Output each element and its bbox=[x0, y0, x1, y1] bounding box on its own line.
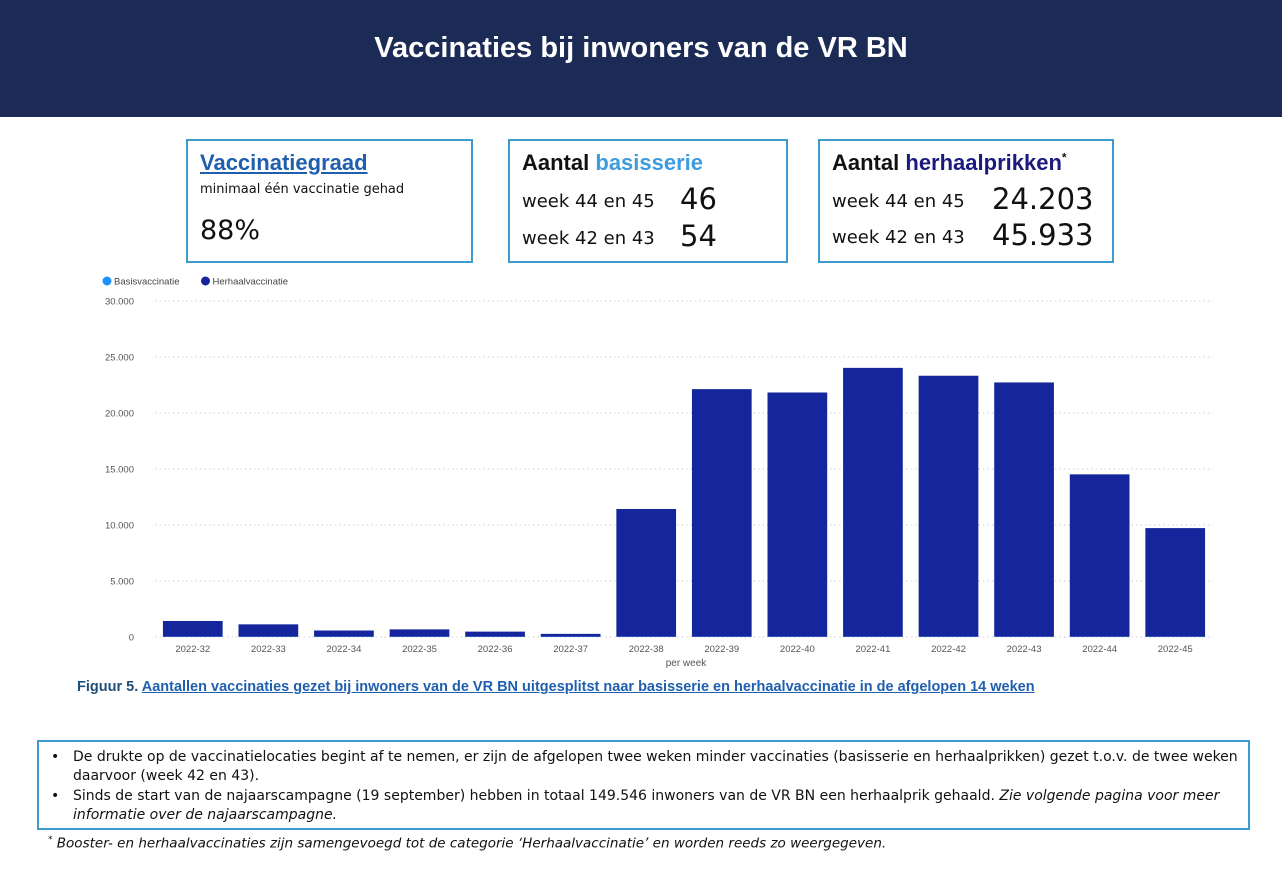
bar bbox=[1145, 528, 1206, 637]
list-item: • De drukte op de vaccinatielocaties beg… bbox=[49, 748, 1244, 786]
bar-chart-svg: Basisvaccinatie Herhaalvaccinatie 0 5.000 1… bbox=[102, 276, 1213, 669]
x-axis-ticks: 2022-32 2022-33 2022-34 2022-35 2022-36 2022-… bbox=[175, 644, 1192, 655]
kpi-vaccinatiegraad: Vaccinatiegraad minimaal één vaccinatie … bbox=[186, 139, 473, 263]
basisserie-row: week 44 en 45 46 bbox=[522, 182, 717, 216]
x-tick-label: 2022-45 bbox=[1158, 644, 1193, 655]
herhaalprikken-row-label: week 42 en 43 bbox=[832, 227, 965, 248]
x-tick-label: 2022-42 bbox=[931, 644, 966, 655]
note-text: De drukte op de vaccinatielocaties begin… bbox=[73, 749, 1238, 784]
x-tick-label: 2022-33 bbox=[251, 644, 286, 655]
y-tick-label: 25.000 bbox=[105, 353, 134, 364]
vaccinatiegraad-value: 88% bbox=[200, 215, 261, 246]
herhaalprikken-row-value: 45.933 bbox=[992, 218, 1094, 252]
y-tick-label: 30.000 bbox=[105, 297, 134, 308]
basisserie-title-accent: basisserie bbox=[595, 150, 704, 175]
x-tick-label: 2022-41 bbox=[855, 644, 890, 655]
chart-gridlines bbox=[155, 300, 1213, 638]
x-tick-label: 2022-32 bbox=[175, 644, 210, 655]
x-tick-label: 2022-44 bbox=[1082, 644, 1117, 655]
bullet-icon: • bbox=[51, 788, 60, 804]
bullet-icon: • bbox=[51, 749, 60, 765]
herhaalprikken-title-accent: herhaalprikken bbox=[905, 150, 1062, 175]
bar bbox=[465, 631, 525, 637]
x-tick-label: 2022-40 bbox=[780, 644, 815, 655]
page-header: Vaccinaties bij inwoners van de VR BN bbox=[0, 0, 1282, 117]
bar bbox=[691, 389, 752, 637]
x-tick-label: 2022-37 bbox=[553, 644, 588, 655]
figure-caption: Figuur 5. Aantallen vaccinaties gezet bi… bbox=[77, 679, 1227, 695]
basisserie-row-label: week 44 en 45 bbox=[522, 191, 655, 212]
legend-label: Herhaalvaccinatie bbox=[213, 277, 289, 288]
y-tick-label: 15.000 bbox=[105, 465, 134, 476]
bar bbox=[843, 367, 903, 637]
notes-box: • De drukte op de vaccinatielocaties beg… bbox=[37, 740, 1250, 830]
bar bbox=[767, 392, 828, 637]
y-tick-label: 20.000 bbox=[105, 409, 134, 420]
bar bbox=[918, 375, 979, 637]
basisserie-row: week 42 en 43 54 bbox=[522, 219, 717, 253]
note-text: Sinds de start van de najaarscampagne (1… bbox=[73, 788, 1000, 804]
kpi-basisserie: Aantal basisserie week 44 en 45 46 week … bbox=[508, 139, 788, 263]
herhaalprikken-title: Aantal herhaalprikken* bbox=[832, 150, 1067, 176]
kpi-herhaalprikken: Aantal herhaalprikken* week 44 en 45 24.… bbox=[818, 139, 1114, 263]
y-tick-label: 0 bbox=[129, 633, 134, 644]
weekly-vaccinations-chart: Basisvaccinatie Herhaalvaccinatie 0 5.000 1… bbox=[95, 268, 1220, 673]
basisserie-title-prefix: Aantal bbox=[522, 150, 590, 175]
bar bbox=[389, 629, 450, 637]
herhaalprikken-row-value: 24.203 bbox=[992, 182, 1094, 216]
y-tick-label: 5.000 bbox=[110, 577, 134, 588]
herhaalprikken-row: week 44 en 45 24.203 bbox=[832, 182, 1093, 216]
basisserie-row-label: week 42 en 43 bbox=[522, 228, 655, 249]
notes-list: • De drukte op de vaccinatielocaties beg… bbox=[49, 748, 1244, 826]
list-item: • Sinds de start van de najaarscampagne … bbox=[49, 787, 1244, 825]
x-tick-label: 2022-36 bbox=[478, 644, 513, 655]
footnote-mark: * bbox=[48, 835, 53, 845]
bar bbox=[238, 624, 299, 637]
x-tick-label: 2022-43 bbox=[1007, 644, 1042, 655]
caption-prefix: Figuur 5. bbox=[77, 679, 142, 695]
vaccinatiegraad-subtitle: minimaal één vaccinatie gehad bbox=[200, 182, 405, 197]
bar bbox=[994, 382, 1054, 637]
herhaalprikken-row: week 42 en 43 45.933 bbox=[832, 218, 1093, 252]
bar bbox=[540, 633, 601, 637]
basisserie-row-value: 54 bbox=[680, 219, 717, 253]
basisserie-title: Aantal basisserie bbox=[522, 150, 703, 176]
chart-legend: Basisvaccinatie Herhaalvaccinatie bbox=[102, 276, 289, 288]
bar bbox=[314, 630, 374, 637]
herhaalprikken-title-prefix: Aantal bbox=[832, 150, 900, 175]
x-axis-label: per week bbox=[666, 658, 708, 669]
chart-bars bbox=[162, 367, 1206, 637]
footnote: * Booster- en herhaalvaccinaties zijn sa… bbox=[48, 835, 886, 852]
herhaalprikken-row-label: week 44 en 45 bbox=[832, 191, 965, 212]
vaccinatiegraad-link[interactable]: Vaccinatiegraad bbox=[200, 150, 368, 175]
y-axis-ticks: 0 5.000 10.000 15.000 20.000 25.000 30.000 bbox=[105, 297, 134, 644]
basisserie-row-value: 46 bbox=[680, 182, 717, 216]
bar bbox=[162, 620, 223, 637]
x-tick-label: 2022-39 bbox=[704, 644, 739, 655]
herhaalprikken-title-mark: * bbox=[1061, 150, 1067, 165]
legend-marker bbox=[201, 276, 210, 286]
x-tick-label: 2022-34 bbox=[326, 644, 361, 655]
x-tick-label: 2022-38 bbox=[629, 644, 664, 655]
x-tick-label: 2022-35 bbox=[402, 644, 437, 655]
bar bbox=[616, 508, 677, 637]
caption-link[interactable]: Aantallen vaccinaties gezet bij inwoners… bbox=[141, 679, 1035, 695]
note-italic: Zie volgende pagina voor meer informatie… bbox=[73, 788, 1220, 823]
bar bbox=[1069, 474, 1130, 637]
y-tick-label: 10.000 bbox=[105, 521, 134, 532]
legend-marker bbox=[102, 276, 112, 286]
footnote-text: Booster- en herhaalvaccinaties zijn same… bbox=[52, 835, 887, 852]
page-title: Vaccinaties bij inwoners van de VR BN bbox=[374, 32, 908, 64]
legend-label: Basisvaccinatie bbox=[114, 277, 179, 288]
